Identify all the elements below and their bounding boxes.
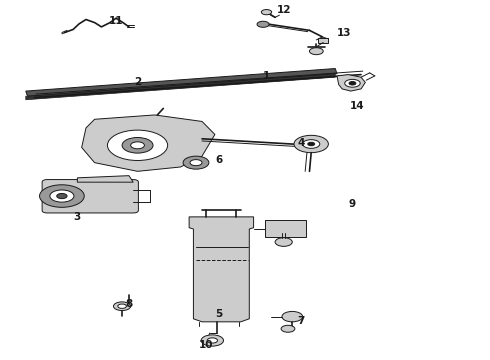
Circle shape xyxy=(261,10,271,15)
Circle shape xyxy=(349,82,356,85)
Polygon shape xyxy=(26,68,337,96)
Polygon shape xyxy=(82,115,215,171)
Circle shape xyxy=(118,304,126,309)
Text: 13: 13 xyxy=(337,27,351,37)
Text: 5: 5 xyxy=(216,310,223,319)
Circle shape xyxy=(50,190,74,202)
Circle shape xyxy=(190,159,202,166)
Text: 6: 6 xyxy=(216,156,223,166)
Polygon shape xyxy=(337,75,366,91)
Text: 2: 2 xyxy=(134,77,141,87)
Circle shape xyxy=(310,48,323,55)
Circle shape xyxy=(303,140,320,148)
Polygon shape xyxy=(318,38,328,42)
Circle shape xyxy=(57,193,67,199)
Text: 14: 14 xyxy=(349,101,364,111)
Circle shape xyxy=(275,238,292,246)
Circle shape xyxy=(107,130,168,161)
Circle shape xyxy=(40,185,84,207)
Circle shape xyxy=(281,325,295,332)
Text: 8: 8 xyxy=(125,298,133,309)
Text: 3: 3 xyxy=(74,212,81,222)
Text: 1: 1 xyxy=(263,71,270,81)
Circle shape xyxy=(114,302,131,311)
Bar xyxy=(265,220,306,237)
Circle shape xyxy=(207,338,218,343)
Text: 7: 7 xyxy=(297,316,305,326)
Circle shape xyxy=(183,156,209,169)
Text: 12: 12 xyxy=(276,5,291,14)
Polygon shape xyxy=(77,176,133,182)
Circle shape xyxy=(345,79,360,87)
FancyBboxPatch shape xyxy=(42,180,138,213)
Text: 4: 4 xyxy=(297,138,305,148)
Text: 9: 9 xyxy=(349,199,356,209)
Circle shape xyxy=(122,138,153,153)
Circle shape xyxy=(257,21,269,27)
Circle shape xyxy=(131,142,145,149)
Text: 10: 10 xyxy=(199,340,214,350)
Circle shape xyxy=(282,311,303,322)
Circle shape xyxy=(308,142,315,146)
Text: 11: 11 xyxy=(109,16,123,26)
Circle shape xyxy=(294,135,328,153)
Polygon shape xyxy=(26,74,335,100)
Circle shape xyxy=(201,335,223,346)
Polygon shape xyxy=(189,217,254,322)
